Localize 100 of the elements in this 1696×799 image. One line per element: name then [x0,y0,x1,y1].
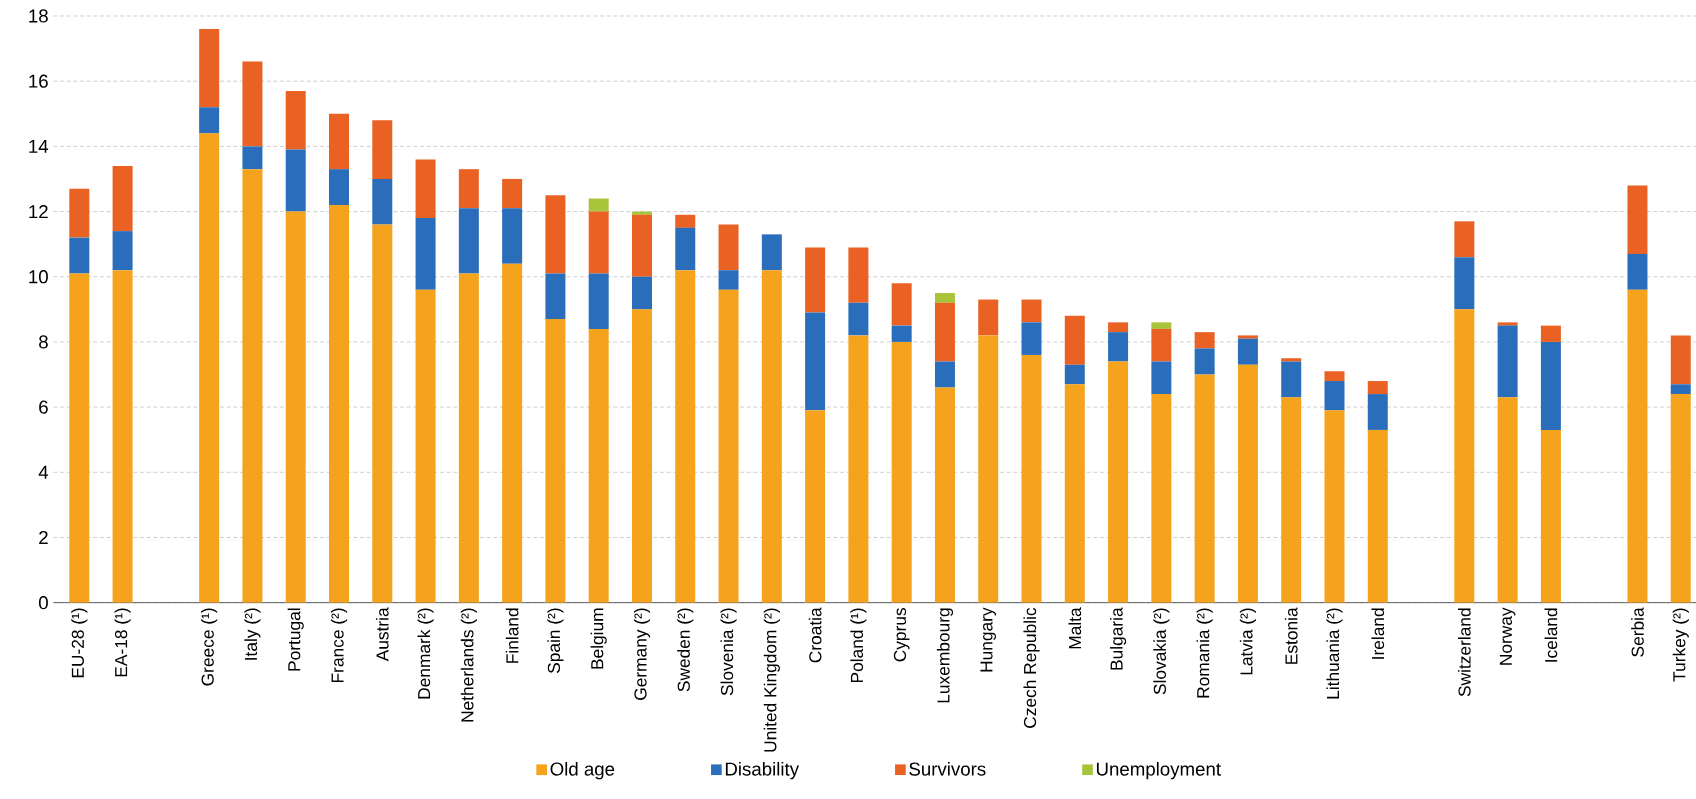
bar [199,133,220,603]
bar [934,387,955,603]
x-tick-label: Latvia (²) [1239,608,1257,675]
x-tick-label: Poland (¹) [850,608,867,683]
x-tick-label: Portugal [287,608,304,671]
bar [1237,364,1258,603]
x-tick-label: Croatia [808,607,822,663]
bar [112,270,133,603]
x-tick-label: Austria [375,607,389,662]
bar [848,335,869,603]
x-tick-label: Romania (²) [1196,608,1213,698]
bar [329,113,349,170]
x-tick-label: Hungary [980,607,996,672]
bar [1324,381,1345,411]
bar [1497,325,1518,398]
bar [502,263,523,603]
bar [458,273,479,603]
legend-label: Survivors [909,762,986,776]
bar [112,166,133,232]
bar [1540,342,1561,431]
y-tick-label: 10 [29,270,48,284]
bar [1540,430,1561,603]
bar [199,107,220,134]
bar [69,273,90,603]
bar [372,179,393,225]
x-tick-label: Norway [1499,607,1516,665]
x-tick-label: Netherlands (²) [460,608,477,722]
bar [1367,430,1388,603]
x-tick-label: Cyprus [893,608,910,662]
bar [1540,325,1561,343]
bar [718,224,739,271]
bar [1367,381,1388,395]
x-tick-label: Slovakia (²) [1153,608,1170,695]
bar [242,169,263,603]
x-tick-label: Greece (¹) [201,608,218,686]
bar [1627,254,1648,290]
bar [1151,329,1172,362]
x-tick-label: France (²) [330,608,348,683]
bar [631,276,652,310]
bar [372,120,393,180]
bar [675,214,696,229]
bar [588,329,609,603]
bar [1627,185,1648,255]
bar [675,270,696,603]
bar [1281,358,1302,362]
bar [1454,309,1475,603]
y-tick-label: 2 [39,531,48,545]
bar [1497,322,1518,326]
x-tick-label: Italy (²) [244,608,261,660]
bar [1454,257,1475,310]
bar [1064,364,1085,385]
bar [631,211,652,215]
x-tick-label: Slovenia (²) [720,608,737,696]
x-tick-label: Spain (²) [547,608,564,674]
bar [1324,410,1345,603]
x-tick-label: United Kingdom (²) [763,608,780,752]
bar [891,283,912,326]
x-tick-label: Belgium [590,608,607,669]
bar [588,273,609,330]
bar [1281,397,1302,603]
bar [285,91,306,150]
y-tick-label: 4 [38,466,49,479]
bar [978,299,999,336]
bar [415,159,436,219]
bar [934,302,955,362]
bar [891,325,912,343]
x-tick-label: Switzerland [1457,608,1471,697]
bar [502,208,523,264]
bar [761,270,782,603]
x-tick-label: Finland [505,608,519,663]
bar [588,211,609,274]
x-tick-label: Germany (²) [633,608,651,701]
bar [1281,361,1302,398]
bar [199,29,220,108]
x-tick-label: Bulgaria [1110,607,1127,670]
y-tick-label: 14 [29,140,49,153]
bar [112,231,133,271]
y-tick-label: 8 [39,335,48,349]
bar [1194,348,1215,375]
bar [1108,322,1129,333]
bar [805,312,826,411]
bar [329,169,349,206]
y-tick-label: 0 [38,596,48,610]
x-tick-label: Malta [1068,607,1082,649]
bar [1151,394,1172,603]
bar [285,211,306,603]
bar [1064,384,1085,603]
bar [718,289,739,603]
bar [285,149,306,212]
bar [1670,394,1691,603]
bar [1237,335,1258,339]
bar [1021,299,1042,323]
legend-label: Old age [550,762,615,780]
x-tick-label: Luxembourg [936,608,954,703]
bar [69,237,90,274]
bar [415,218,436,290]
x-tick-label: Estonia [1284,607,1298,664]
x-tick-label: Sweden (²) [677,608,694,692]
x-tick-label: Ireland [1371,608,1385,659]
bar [1021,355,1042,603]
